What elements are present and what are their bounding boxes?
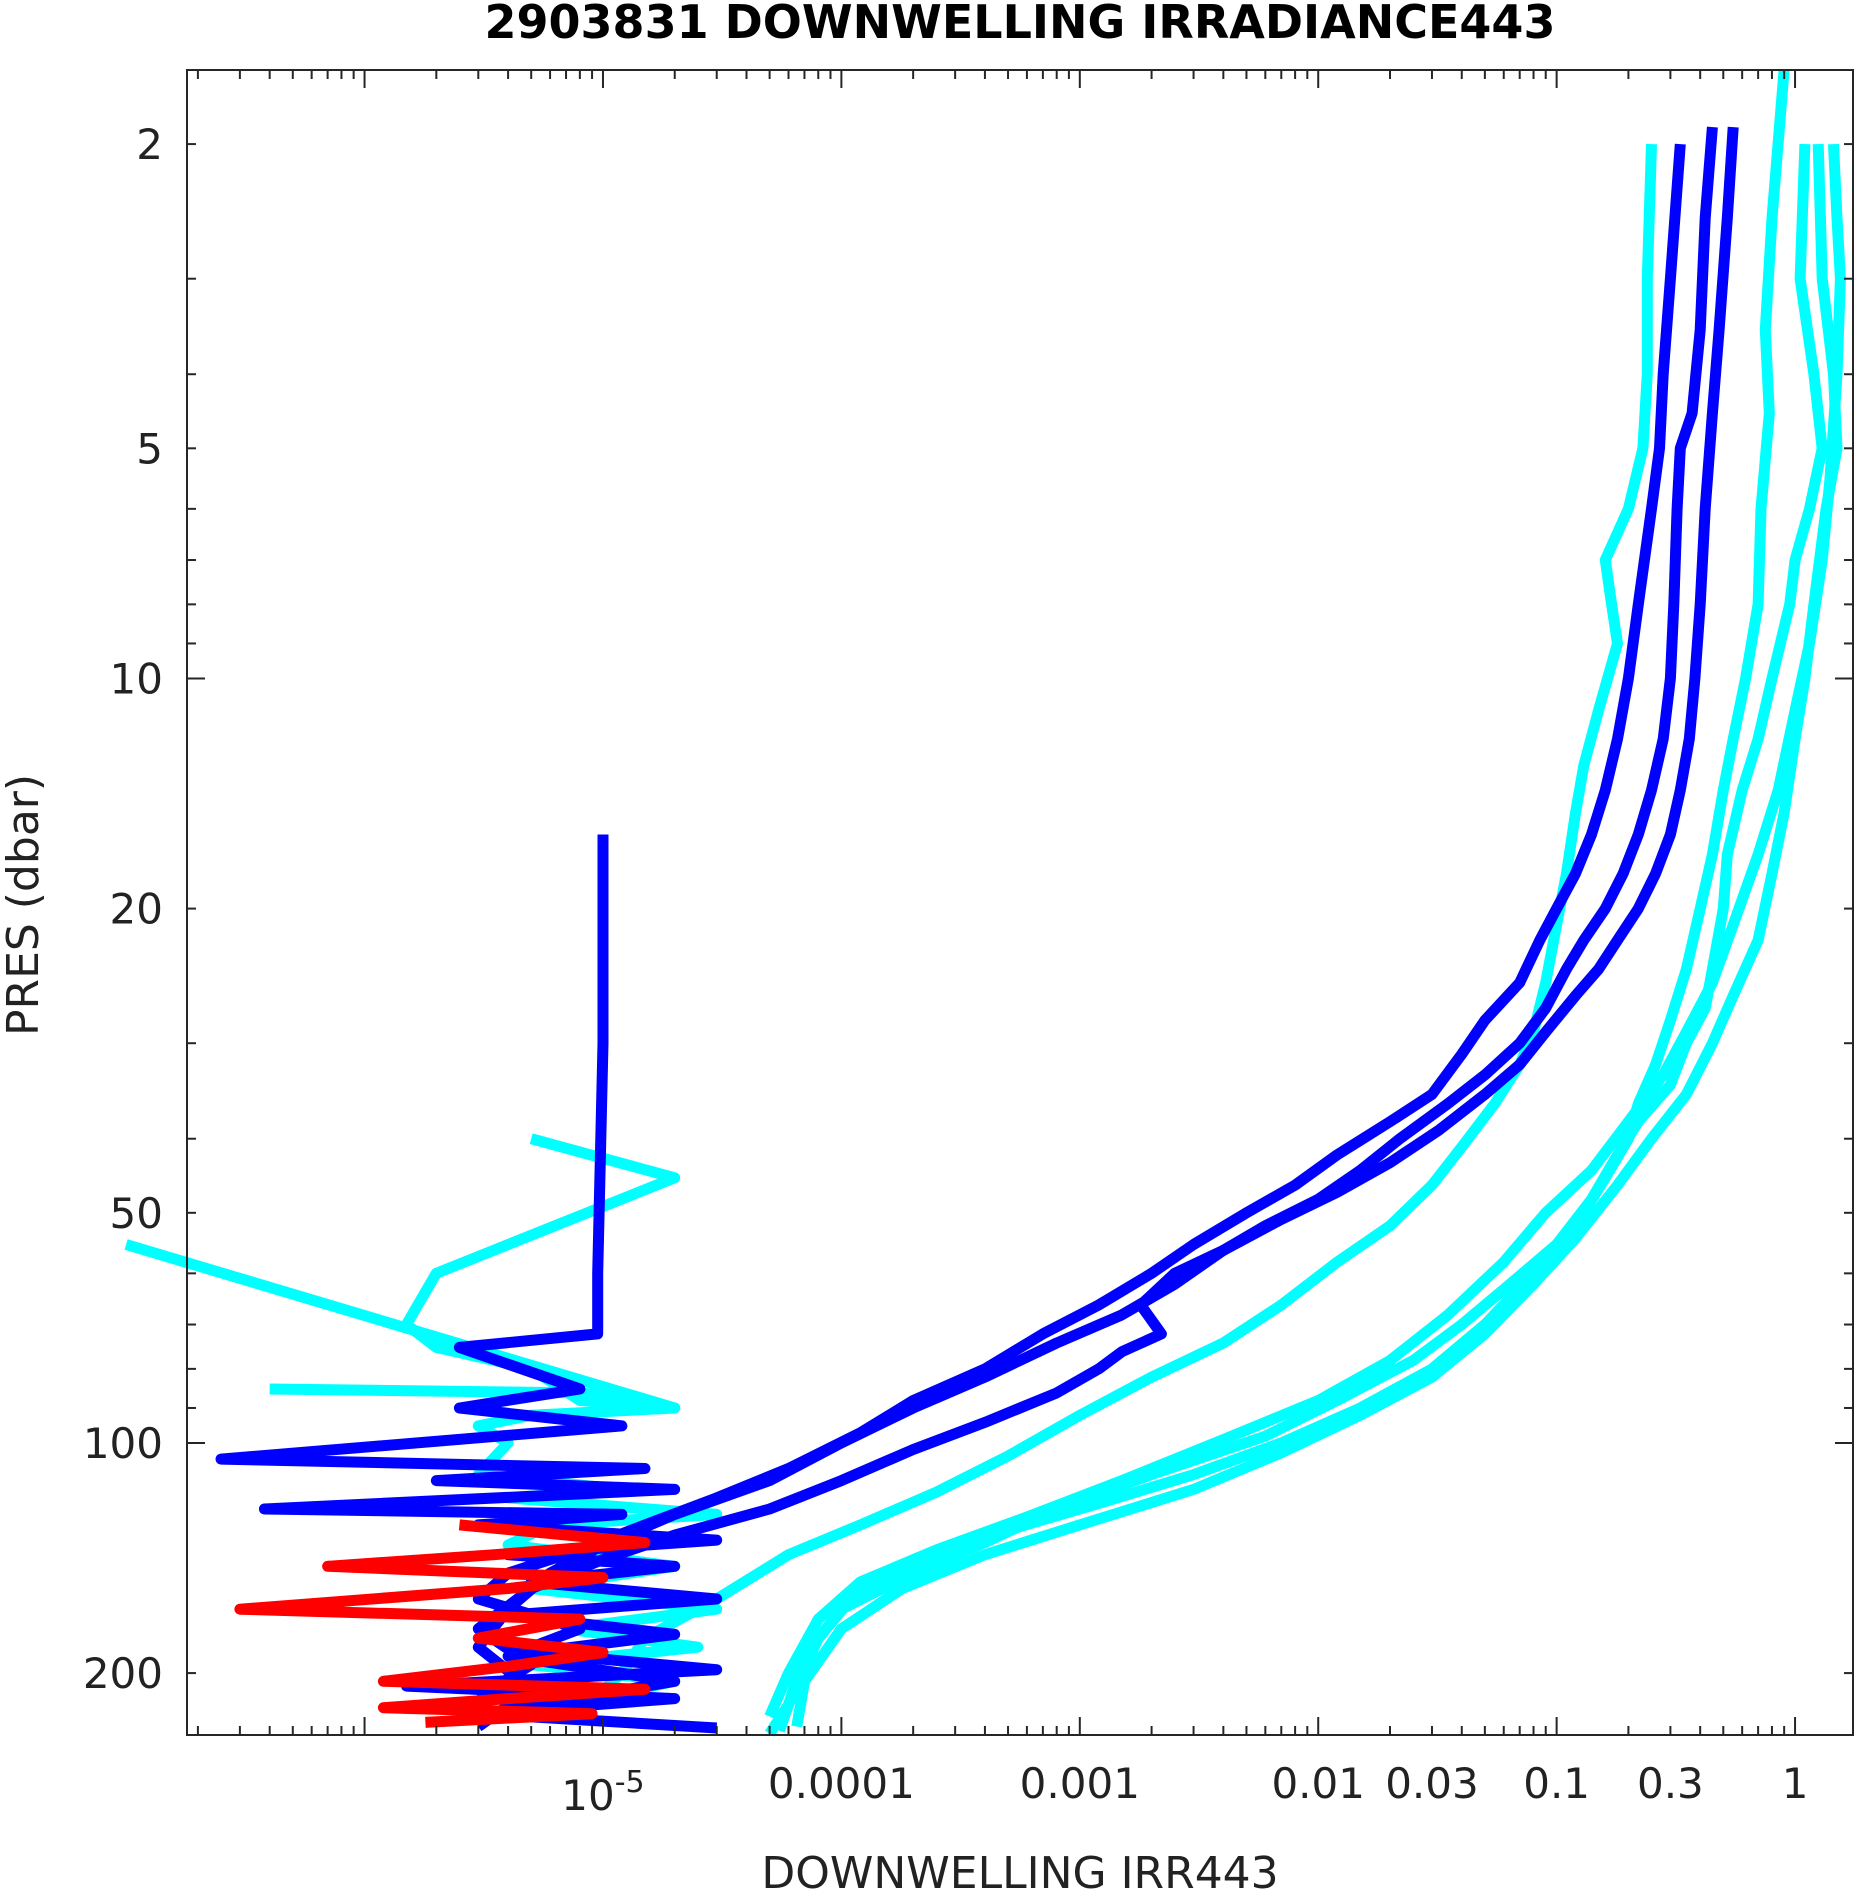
x-tick-label: 0.0001	[768, 1759, 915, 1808]
x-tick-label: 0.03	[1385, 1759, 1479, 1808]
y-tick-labels: 2 5 10 20 50 100 200	[83, 120, 163, 1698]
x-tick-label: 1	[1782, 1759, 1809, 1808]
series-line-blue-9	[472, 126, 1718, 1732]
x-tick-label: 0.01	[1271, 1759, 1365, 1808]
y-tick-label: 10	[110, 654, 163, 703]
axis-ticks	[187, 70, 1853, 1735]
chart-title: 2903831 DOWNWELLING IRRADIANCE443	[485, 0, 1556, 49]
series-line-blue-8	[472, 143, 1686, 1718]
x-tick-label: 0.001	[1020, 1759, 1140, 1808]
y-tick-label: 100	[83, 1419, 163, 1468]
y-tick-label: 5	[136, 424, 163, 473]
series-line-blue-11	[215, 834, 723, 1734]
x-tick-labels: 10-5 0.0001 0.001 0.01 0.03 0.1 0.3 1	[561, 1759, 1808, 1820]
y-tick-label: 50	[110, 1189, 163, 1238]
y-tick-label: 20	[110, 885, 163, 934]
y-tick-label: 200	[83, 1649, 163, 1698]
series-line-cyan-1	[764, 69, 1790, 1737]
plot-frame	[186, 69, 1854, 1736]
series-line-blue-10	[472, 126, 1739, 1702]
x-tick-label: 10-5	[561, 1765, 644, 1820]
x-tick-label: 0.1	[1523, 1759, 1590, 1808]
plot-lines	[124, 69, 1846, 1737]
y-axis-label: PRES (dbar)	[0, 774, 49, 1036]
series-line-cyan-4	[764, 143, 1846, 1719]
y-tick-label: 2	[136, 120, 163, 169]
series-line-cyan-5	[576, 143, 1657, 1717]
x-axis-label: DOWNWELLING IRR443	[761, 1848, 1278, 1896]
x-tick-label: 0.3	[1637, 1759, 1704, 1808]
series-line-cyan-2	[774, 143, 1828, 1733]
series-line-red-12	[234, 1519, 651, 1728]
